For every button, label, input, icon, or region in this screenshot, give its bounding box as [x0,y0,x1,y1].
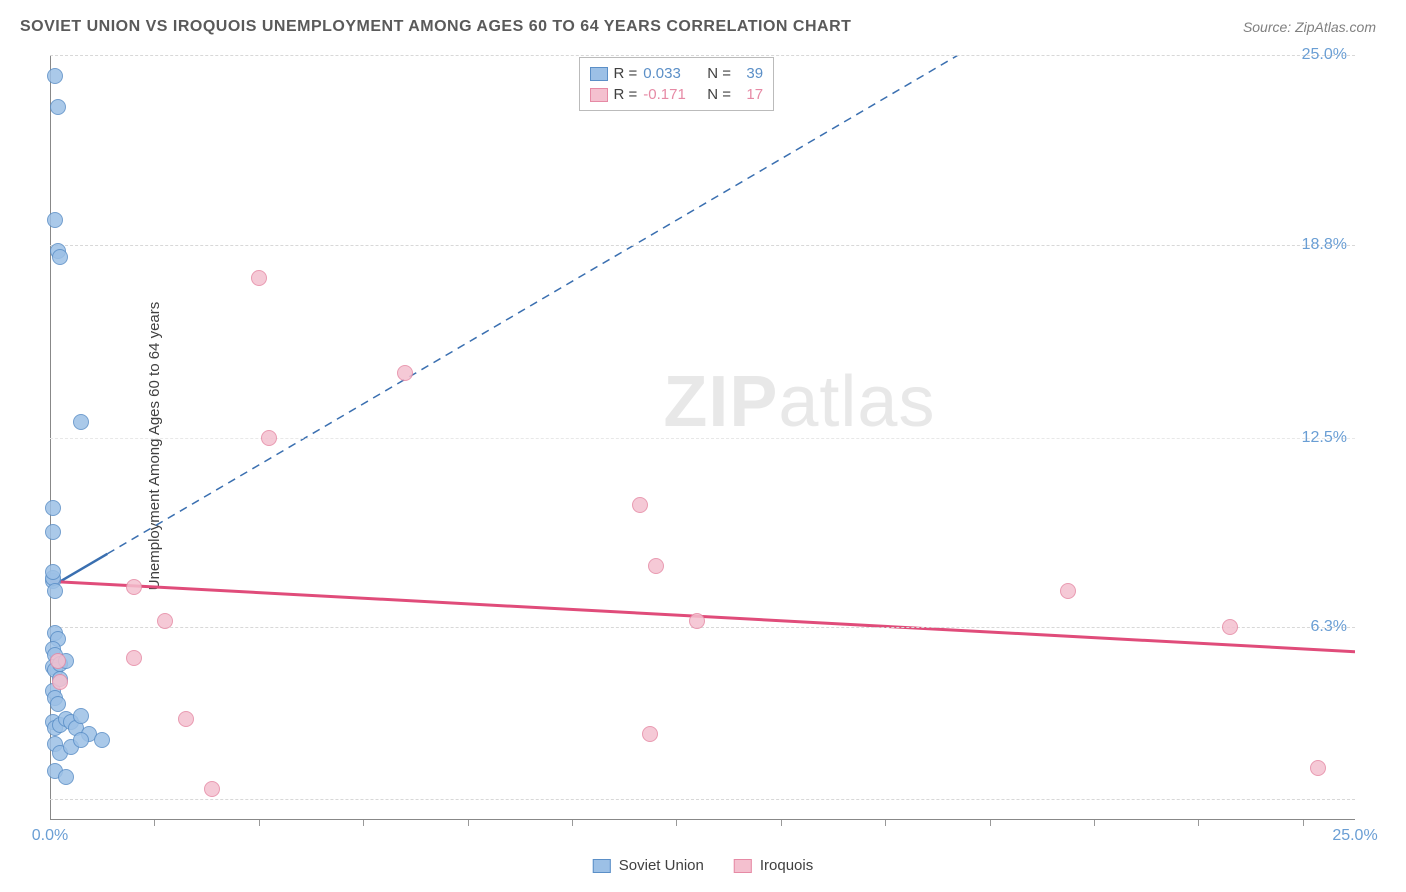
x-tick-label: 0.0% [32,827,68,845]
data-point [47,212,63,228]
x-minor-tick [1198,820,1199,826]
stats-n-value: 39 [737,65,763,82]
legend-item-iroquois: Iroquois [734,857,813,874]
gridline [50,55,1355,56]
trend-line-dashed [107,55,958,554]
x-minor-tick [990,820,991,826]
data-point [397,365,413,381]
data-point [178,711,194,727]
data-point [204,781,220,797]
x-minor-tick [363,820,364,826]
data-point [126,579,142,595]
legend-swatch-soviet-union [593,859,611,873]
x-minor-tick [781,820,782,826]
stats-swatch [590,67,608,81]
stats-n-prefix: N = [707,86,731,103]
stats-legend: R = 0.033 N = 39 R = -0.171 N = 17 [579,57,775,111]
data-point [73,414,89,430]
x-minor-tick [572,820,573,826]
data-point [45,564,61,580]
data-point [94,732,110,748]
data-point [642,726,658,742]
gridline [50,799,1355,800]
stats-swatch [590,88,608,102]
x-minor-tick [154,820,155,826]
y-tick-label: 18.8% [1302,236,1347,254]
chart-area: ZIPatlas 6.3%12.5%18.8%25.0%0.0%25.0%R =… [50,55,1355,820]
data-point [50,696,66,712]
x-minor-tick [1094,820,1095,826]
stats-r-prefix: R = [614,86,638,103]
x-axis-line [50,819,1355,820]
data-point [47,68,63,84]
y-tick-label: 6.3% [1311,618,1347,636]
stats-row: R = 0.033 N = 39 [590,63,764,84]
data-point [1060,583,1076,599]
legend-item-soviet-union: Soviet Union [593,857,704,874]
watermark: ZIPatlas [663,361,935,443]
chart-container: SOVIET UNION VS IROQUOIS UNEMPLOYMENT AM… [0,0,1406,892]
x-minor-tick [468,820,469,826]
data-point [45,524,61,540]
gridline [50,438,1355,439]
stats-n-prefix: N = [707,65,731,82]
data-point [73,732,89,748]
gridline [50,627,1355,628]
data-point [58,769,74,785]
data-point [50,653,66,669]
data-point [632,497,648,513]
stats-r-value: 0.033 [643,65,693,82]
data-point [1222,619,1238,635]
stats-row: R = -0.171 N = 17 [590,84,764,105]
y-tick-label: 12.5% [1302,429,1347,447]
stats-r-prefix: R = [614,65,638,82]
data-point [45,500,61,516]
watermark-bold: ZIP [663,362,778,442]
stats-r-value: -0.171 [643,86,693,103]
header: SOVIET UNION VS IROQUOIS UNEMPLOYMENT AM… [20,18,1376,36]
data-point [648,558,664,574]
data-point [73,708,89,724]
data-point [157,613,173,629]
data-point [689,613,705,629]
x-tick-label: 25.0% [1332,827,1377,845]
source-attribution: Source: ZipAtlas.com [1243,19,1376,35]
x-minor-tick [885,820,886,826]
stats-n-value: 17 [737,86,763,103]
legend-swatch-iroquois [734,859,752,873]
chart-title: SOVIET UNION VS IROQUOIS UNEMPLOYMENT AM… [20,18,851,36]
x-minor-tick [259,820,260,826]
watermark-rest: atlas [778,362,935,442]
data-point [261,430,277,446]
legend-label-soviet-union: Soviet Union [619,857,704,874]
data-point [52,674,68,690]
x-minor-tick [1303,820,1304,826]
x-minor-tick [676,820,677,826]
y-tick-label: 25.0% [1302,46,1347,64]
data-point [1310,760,1326,776]
data-point [47,583,63,599]
data-point [251,270,267,286]
data-point [126,650,142,666]
data-point [50,99,66,115]
bottom-legend: Soviet Union Iroquois [593,857,813,874]
legend-label-iroquois: Iroquois [760,857,813,874]
data-point [52,249,68,265]
gridline [50,245,1355,246]
